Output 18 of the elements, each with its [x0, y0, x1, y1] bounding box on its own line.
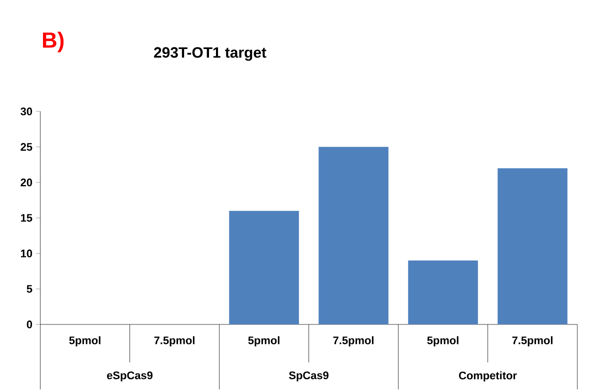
- y-tick-label: 15: [21, 214, 32, 222]
- x-tick-label: 7.5pmol: [333, 336, 374, 347]
- y-tick-label: 30: [20, 108, 32, 116]
- x-tick-label: 7.5pmol: [154, 336, 194, 347]
- y-tick-label: 20: [20, 178, 32, 186]
- x-tick-label: 5pmol: [248, 336, 280, 347]
- y-tick-label: 5: [26, 285, 32, 293]
- y-tick-label: 0: [26, 320, 32, 328]
- y-tick-label: 10: [21, 250, 32, 258]
- text: Competitor: [459, 372, 517, 382]
- y-tick-label: 25: [20, 143, 32, 151]
- x-tick-label: 7.5pmol: [512, 336, 552, 347]
- text: B): [42, 32, 64, 52]
- x-tick-label: 5pmol: [69, 336, 100, 347]
- chart-title: 293T-OT1 target: [154, 47, 266, 61]
- text: SpCas9: [288, 372, 328, 382]
- text: eSpCas9: [107, 372, 153, 382]
- x-tick-label: 5pmol: [427, 336, 458, 347]
